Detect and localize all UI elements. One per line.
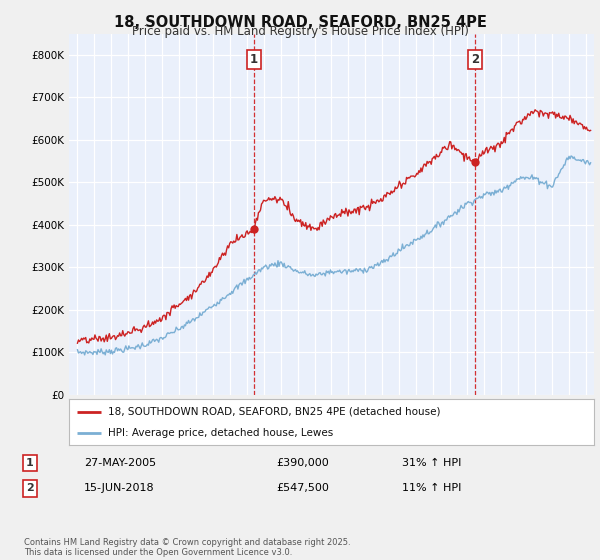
Text: Contains HM Land Registry data © Crown copyright and database right 2025.
This d: Contains HM Land Registry data © Crown c… bbox=[24, 538, 350, 557]
Text: 11% ↑ HPI: 11% ↑ HPI bbox=[402, 483, 461, 493]
Text: 31% ↑ HPI: 31% ↑ HPI bbox=[402, 458, 461, 468]
Text: Price paid vs. HM Land Registry's House Price Index (HPI): Price paid vs. HM Land Registry's House … bbox=[131, 25, 469, 38]
Text: 18, SOUTHDOWN ROAD, SEAFORD, BN25 4PE: 18, SOUTHDOWN ROAD, SEAFORD, BN25 4PE bbox=[113, 15, 487, 30]
Text: 18, SOUTHDOWN ROAD, SEAFORD, BN25 4PE (detached house): 18, SOUTHDOWN ROAD, SEAFORD, BN25 4PE (d… bbox=[109, 407, 441, 417]
Text: 1: 1 bbox=[26, 458, 34, 468]
Text: 1: 1 bbox=[250, 53, 257, 66]
Text: 27-MAY-2005: 27-MAY-2005 bbox=[84, 458, 156, 468]
Text: 2: 2 bbox=[26, 483, 34, 493]
Text: HPI: Average price, detached house, Lewes: HPI: Average price, detached house, Lewe… bbox=[109, 428, 334, 438]
Text: 15-JUN-2018: 15-JUN-2018 bbox=[84, 483, 155, 493]
Text: £547,500: £547,500 bbox=[276, 483, 329, 493]
Text: 2: 2 bbox=[471, 53, 479, 66]
Text: £390,000: £390,000 bbox=[276, 458, 329, 468]
